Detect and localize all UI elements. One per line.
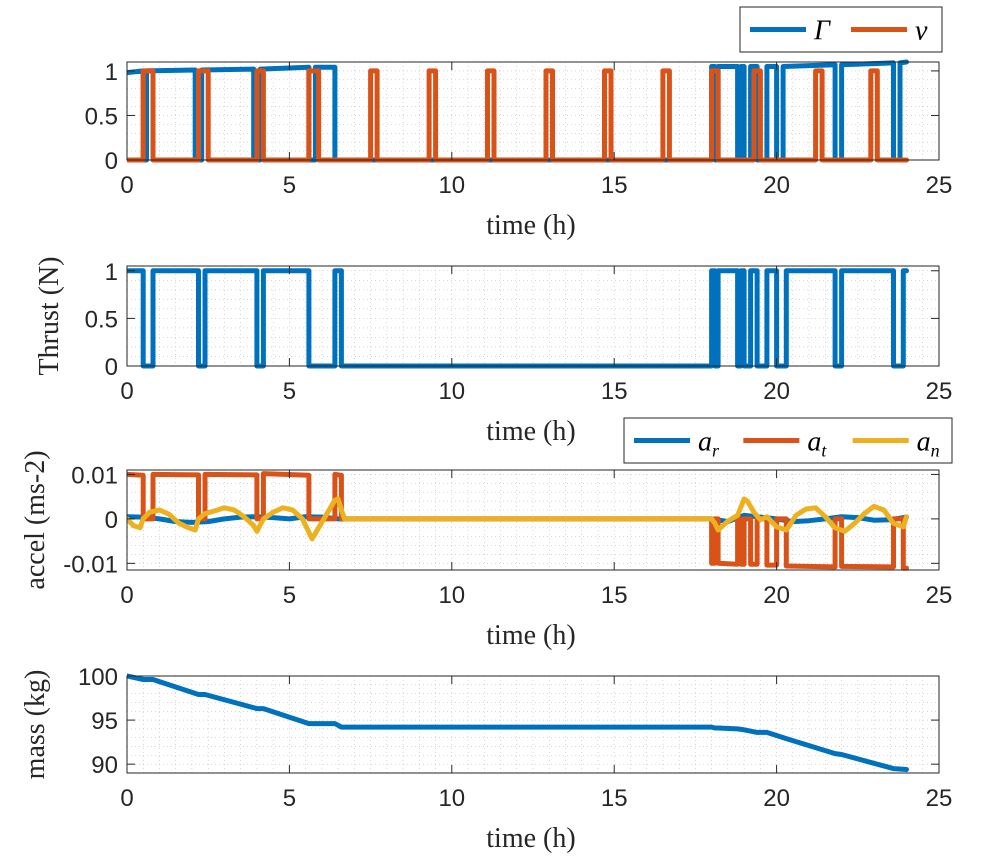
x-tick-label: 20 [763,378,790,405]
series-line-Thrust [127,268,909,369]
x-axis-label: time (h) [486,620,575,651]
y-tick-label: 0.01 [71,462,118,489]
legend-2: ar at an [623,417,953,464]
x-tick-label: 0 [120,172,133,199]
x-tick-label: 10 [438,785,465,812]
x-tick-label: 15 [601,378,628,405]
y-tick-label: 1 [105,59,118,86]
x-tick-label: 0 [120,378,133,405]
series-line-gamma [127,59,909,163]
y-tick-label: 0.5 [85,103,118,130]
axes-box [126,265,940,367]
x-tick-label: 0 [120,785,133,812]
x-tick-label: 25 [926,172,953,199]
x-tick-label: 5 [283,378,296,405]
legend-label: an [917,427,940,461]
x-tick-label: 15 [601,172,628,199]
y-tick-label: 0 [105,148,118,175]
y-tick-label: 0.5 [85,306,118,333]
y-axis-label: accel (ms-2) [20,450,51,589]
axes-box [126,469,940,571]
x-tick-label: 10 [438,378,465,405]
x-tick-label: 15 [601,785,628,812]
x-tick-label: 0 [120,582,133,609]
y-tick-label: 95 [91,708,118,735]
x-tick-label: 20 [763,582,790,609]
axes-box [126,675,940,774]
x-tick-label: 20 [763,172,790,199]
x-axis-label: time (h) [486,210,575,241]
y-tick-label: 90 [91,752,118,779]
subplot-2: 0 5 10 15 20 25 0 0.5 1 time (h) Thrust (N) [34,257,952,447]
y-tick-label: -0.01 [63,551,118,578]
legend-label: at [807,427,827,461]
subplot-4: 0 5 10 15 20 25 90 95 100 time (h) mass (kg) [20,664,952,854]
y-tick-label: 0 [105,507,118,534]
x-axis-label: time (h) [486,416,575,447]
legend-label: Γ [813,16,831,47]
series-line-at [127,471,909,571]
x-axis-label: time (h) [486,823,575,854]
y-tick-label: 0 [105,354,118,381]
subplot-1: 0 5 10 15 20 25 0 0.5 1 time (h) [85,59,953,241]
series-line-an [127,496,909,542]
x-tick-label: 15 [601,582,628,609]
x-tick-label: 10 [438,172,465,199]
y-axis-label: Thrust (N) [34,257,65,376]
x-tick-label: 25 [926,582,953,609]
x-tick-label: 25 [926,378,953,405]
x-tick-label: 20 [763,785,790,812]
legend-label: ar [698,427,720,461]
x-tick-label: 10 [438,582,465,609]
series-line-mass [127,673,909,772]
legend-label: ν [915,16,928,47]
x-tick-label: 5 [283,785,296,812]
x-tick-label: 25 [926,785,953,812]
x-tick-label: 5 [283,582,296,609]
y-tick-label: 1 [105,259,118,286]
x-tick-label: 5 [283,172,296,199]
axes-box [126,61,940,161]
y-axis-label: mass (kg) [20,670,51,780]
y-tick-label: 100 [78,664,118,691]
